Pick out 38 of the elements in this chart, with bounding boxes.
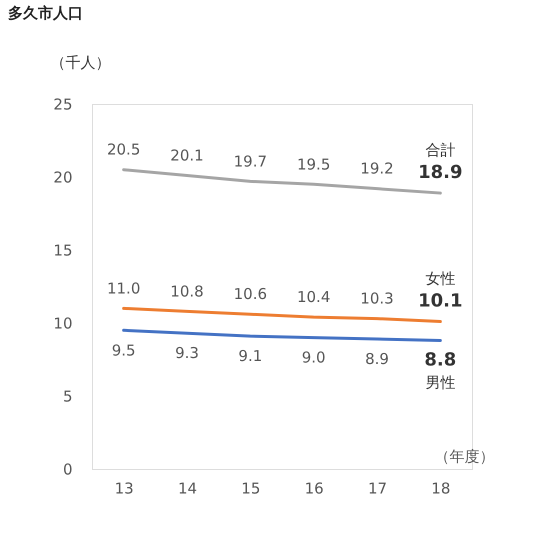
y-tick-label: 25 (53, 96, 72, 114)
chart-title: 多久市人口 (8, 4, 83, 22)
data-label: 9.5 (112, 341, 136, 360)
data-label: 19.7 (234, 152, 268, 170)
data-label: 9.1 (238, 347, 262, 366)
data-label: 10.3 (360, 290, 394, 308)
data-label: 20.5 (106, 140, 140, 159)
line-series (122, 328, 442, 342)
text: 男性 (425, 374, 456, 392)
x-tick-label: 17 (368, 480, 388, 498)
x-tick-label: 18 (431, 480, 450, 498)
data-label: 8.8 (424, 350, 456, 371)
y-tick-label: 0 (62, 460, 72, 478)
x-tick-label: 14 (178, 480, 198, 498)
x-axis-title: （年度） (434, 448, 494, 466)
data-label: 10.1 (418, 290, 463, 312)
data-label: 8.9 (365, 350, 389, 368)
line-series (122, 306, 442, 324)
data-label: 10.8 (170, 282, 204, 300)
y-tick-label: 20 (53, 168, 72, 186)
text: 女性 (425, 270, 456, 288)
y-axis-title: （千人） (50, 54, 110, 72)
x-tick-label: 15 (241, 480, 260, 498)
text: 合計 (425, 141, 456, 160)
x-tick-label: 16 (304, 480, 324, 498)
data-label: 10.6 (234, 285, 268, 304)
data-label: 9.3 (175, 344, 199, 362)
x-tick-label: 13 (114, 480, 134, 498)
data-label: 10.4 (296, 288, 330, 306)
data-label: 19.2 (360, 160, 394, 178)
data-label: 19.5 (296, 155, 330, 174)
data-label: 11.0 (106, 279, 140, 298)
y-tick-label: 10 (53, 314, 72, 332)
data-label: 9.0 (302, 348, 326, 367)
data-label: 18.9 (418, 162, 463, 184)
y-tick-label: 5 (62, 388, 72, 406)
data-label: 20.1 (170, 146, 204, 165)
y-tick-label: 15 (53, 242, 72, 260)
